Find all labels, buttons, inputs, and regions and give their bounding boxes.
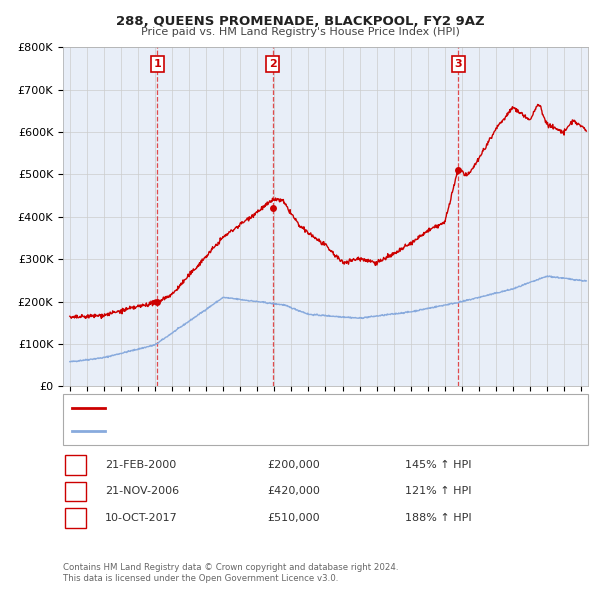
Text: 21-NOV-2006: 21-NOV-2006: [105, 486, 179, 496]
Text: 121% ↑ HPI: 121% ↑ HPI: [405, 486, 472, 496]
Text: 3: 3: [72, 513, 80, 523]
Text: £510,000: £510,000: [267, 513, 320, 523]
Text: 145% ↑ HPI: 145% ↑ HPI: [405, 460, 472, 470]
Text: £420,000: £420,000: [267, 486, 320, 496]
Text: 188% ↑ HPI: 188% ↑ HPI: [405, 513, 472, 523]
Text: This data is licensed under the Open Government Licence v3.0.: This data is licensed under the Open Gov…: [63, 574, 338, 583]
Text: Contains HM Land Registry data © Crown copyright and database right 2024.: Contains HM Land Registry data © Crown c…: [63, 563, 398, 572]
Text: 1: 1: [154, 59, 161, 69]
Text: 10-OCT-2017: 10-OCT-2017: [105, 513, 178, 523]
Text: 3: 3: [454, 59, 462, 69]
Text: 288, QUEENS PROMENADE, BLACKPOOL, FY2 9AZ: 288, QUEENS PROMENADE, BLACKPOOL, FY2 9A…: [116, 15, 484, 28]
Text: Price paid vs. HM Land Registry's House Price Index (HPI): Price paid vs. HM Land Registry's House …: [140, 27, 460, 37]
Text: 288, QUEENS PROMENADE, BLACKPOOL, FY2 9AZ (detached house): 288, QUEENS PROMENADE, BLACKPOOL, FY2 9A…: [111, 403, 449, 413]
Text: 2: 2: [72, 486, 80, 496]
Text: 2: 2: [269, 59, 277, 69]
Text: 21-FEB-2000: 21-FEB-2000: [105, 460, 176, 470]
Text: 1: 1: [72, 460, 80, 470]
Text: £200,000: £200,000: [267, 460, 320, 470]
Text: HPI: Average price, detached house, Blackpool: HPI: Average price, detached house, Blac…: [111, 426, 344, 436]
